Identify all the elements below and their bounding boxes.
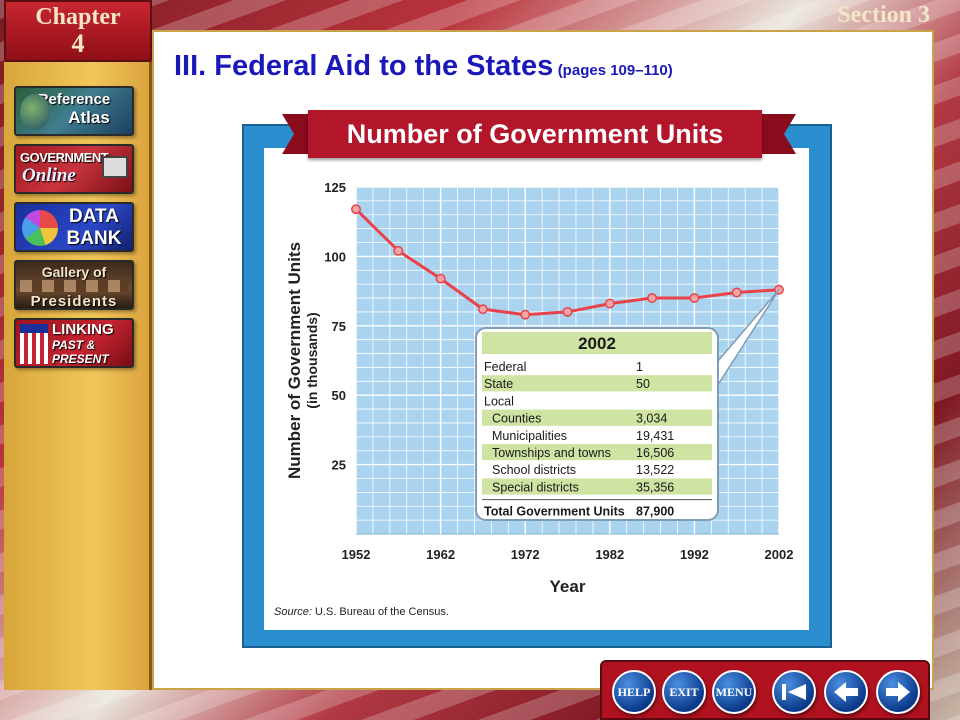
- pie-chart-icon: [22, 210, 58, 246]
- slide-title: III. Federal Aid to the States (pages 10…: [174, 50, 673, 83]
- exit-button[interactable]: EXIT: [662, 670, 706, 714]
- menu-button[interactable]: MENU: [712, 670, 756, 714]
- arrow-left-icon: [834, 682, 858, 702]
- arrow-right-icon: [886, 682, 910, 702]
- reference-atlas-line1: Reference: [37, 91, 111, 108]
- government-online-line1: GOVERNMENT: [20, 150, 109, 165]
- data-bank-button[interactable]: DATA BANK: [14, 202, 134, 252]
- chapter-number: 4: [71, 29, 85, 58]
- gallery-of-presidents-line1: Gallery of: [41, 264, 107, 280]
- flag-icon: [20, 324, 48, 364]
- chart-inner: [264, 148, 809, 630]
- data-bank-line2: BANK: [66, 228, 122, 249]
- back-to-start-icon: [782, 684, 806, 700]
- reference-atlas-button[interactable]: Reference Atlas: [14, 86, 134, 136]
- government-online-button[interactable]: GOVERNMENT Online: [14, 144, 134, 194]
- gallery-of-presidents-button[interactable]: Gallery of Presidents: [14, 260, 134, 310]
- first-slide-button[interactable]: [772, 670, 816, 714]
- gallery-of-presidents-line2: Presidents: [30, 293, 118, 310]
- previous-slide-button[interactable]: [824, 670, 868, 714]
- next-slide-button[interactable]: [876, 670, 920, 714]
- chapter-tab[interactable]: Chapter 4: [4, 0, 152, 62]
- slide-title-pages: (pages 109–110): [557, 62, 673, 79]
- section-label: Section 3: [837, 2, 930, 28]
- portraits-icon: [20, 280, 128, 292]
- chapter-word: Chapter: [35, 4, 121, 30]
- linking-line1: LINKING: [52, 321, 114, 338]
- help-button[interactable]: HELP: [612, 670, 656, 714]
- linking-past-present-button[interactable]: LINKING PAST & PRESENT: [14, 318, 134, 368]
- government-online-line2: Online: [22, 165, 76, 186]
- linking-line2: PAST & PRESENT: [52, 338, 109, 366]
- slide-title-text: III. Federal Aid to the States: [174, 50, 554, 82]
- source-note: Source: U.S. Bureau of the Census.: [274, 606, 449, 618]
- banner-tail-right: [758, 114, 796, 154]
- source-label: Source:: [274, 606, 312, 618]
- chart-title: Number of Government Units: [308, 110, 762, 158]
- computer-icon: [102, 156, 128, 178]
- data-bank-line1: DATA: [69, 206, 119, 227]
- source-text: U.S. Bureau of the Census.: [314, 606, 449, 618]
- globe-icon: [20, 94, 50, 130]
- reference-atlas-line2: Atlas: [68, 108, 110, 127]
